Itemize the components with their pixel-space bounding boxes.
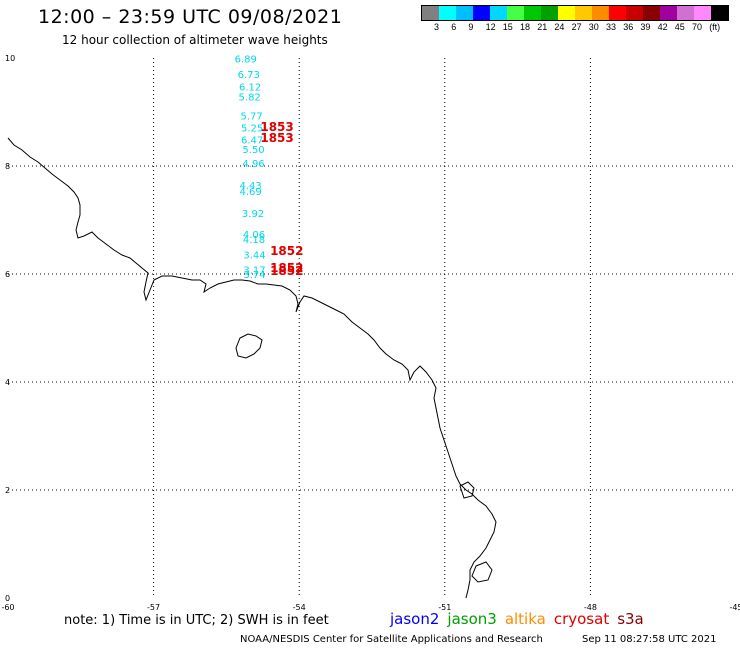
legend-label: 3: [434, 22, 440, 32]
wave-height-value: 6.12: [239, 82, 261, 93]
wave-height-value: 5.77: [240, 112, 262, 123]
legend-swatch: [694, 6, 711, 20]
wave-height-value: 3.92: [242, 209, 264, 220]
wave-height-value: 6.89: [235, 54, 257, 65]
legend-swatch: [507, 6, 524, 20]
x-tick-label: -54: [293, 603, 306, 612]
wave-height-value: 4.96: [242, 159, 264, 170]
y-tick-label: 8: [5, 162, 10, 171]
x-tick-label: -45: [729, 603, 740, 612]
legend-label: 36: [623, 22, 634, 32]
legend-label: 21: [537, 22, 548, 32]
legend-label: 42: [657, 22, 668, 32]
legend-label: 9: [468, 22, 474, 32]
x-tick-label: -48: [584, 603, 597, 612]
legend-swatch: [439, 6, 456, 20]
satellite-name-jason2: jason2: [390, 610, 440, 628]
island-small: [459, 481, 475, 499]
satellite-name-s3a: s3a: [617, 610, 644, 628]
island-south: [471, 561, 493, 583]
legend-swatch: [422, 6, 439, 20]
wave-height-value: 4.69: [240, 187, 262, 198]
legend-label: 39: [640, 22, 651, 32]
wave-height-labels: 6.89 6.736.125.82 5.775.256.475.50 4.96 4.43…: [235, 54, 266, 280]
legend-swatch: [575, 6, 592, 20]
wave-height-value: 5.25: [241, 123, 263, 134]
wave-height-color-legend: [421, 5, 729, 21]
pass-time-label: 1853: [260, 131, 293, 145]
pass-time-label: 1853: [260, 120, 293, 134]
generated-timestamp: Sep 11 08:27:58 UTC 2021: [582, 634, 717, 645]
legend-label: 6: [451, 22, 457, 32]
legend-swatch: [456, 6, 473, 20]
legend-label: (ft): [709, 22, 721, 32]
satellite-name-jason3: jason3: [447, 610, 497, 628]
axis-tick-labels: -60 -57 -54 -51 -48 -45 10 8 6 4 2 0: [1, 54, 740, 612]
satellite-name-altika: altika: [504, 610, 546, 628]
y-tick-label: 4: [5, 378, 10, 387]
legend-label: 24: [554, 22, 565, 32]
island-marajo-like: [235, 333, 263, 359]
legend-swatch: [558, 6, 575, 20]
legend-label: 45: [674, 22, 685, 32]
wave-height-value: 6.47: [241, 135, 263, 146]
wave-height-value: 3.44: [243, 250, 265, 261]
wave-height-value: 3.74: [243, 270, 265, 281]
satellite-name-cryosat: cryosat: [553, 610, 610, 628]
coastline: [7, 137, 497, 599]
legend-label: 12: [485, 22, 496, 32]
wave-height-value: 4.18: [243, 235, 265, 246]
pass-time-label: 1852: [270, 264, 303, 278]
lat-lon-grid: [8, 58, 736, 598]
y-tick-label: 6: [5, 270, 10, 279]
wave-height-value: 4.43: [240, 181, 262, 192]
legend-swatch: [541, 6, 558, 20]
legend-swatch: [660, 6, 677, 20]
y-tick-label: 2: [5, 486, 10, 495]
wave-height-value: 5.82: [239, 93, 261, 104]
y-tick-label: 10: [5, 54, 15, 63]
legend-swatch: [524, 6, 541, 20]
legend-swatch: [711, 6, 728, 20]
legend-swatch: [490, 6, 507, 20]
x-tick-label: -57: [147, 603, 160, 612]
pass-time-label: 1852: [270, 261, 303, 275]
legend-label: 70: [692, 22, 703, 32]
legend-swatch: [677, 6, 694, 20]
map-subtitle: 12 hour collection of altimeter wave hei…: [62, 33, 328, 47]
legend-swatch: [473, 6, 490, 20]
legend-swatch: [592, 6, 609, 20]
legend-label: 30: [588, 22, 599, 32]
pass-time-label: 1852: [270, 244, 303, 258]
legend-swatch: [609, 6, 626, 20]
map-title: 12:00 – 23:59 UTC 09/08/2021: [38, 6, 343, 28]
legend-swatch: [643, 6, 660, 20]
wave-height-value: 6.73: [238, 70, 260, 81]
legend-swatch: [626, 6, 643, 20]
wave-height-value: 4.06: [243, 230, 265, 241]
x-tick-label: -60: [1, 603, 14, 612]
legend-label: 15: [502, 22, 513, 32]
legend-label: 27: [571, 22, 582, 32]
legend-label: 33: [606, 22, 617, 32]
credit-line: NOAA/NESDIS Center for Satellite Applica…: [240, 634, 543, 645]
satellite-legend: jason2 jason3 altika cryosat s3a: [390, 610, 652, 628]
footer-note: note: 1) Time is in UTC; 2) SWH is in fe…: [64, 613, 329, 628]
wave-height-value: 5.50: [242, 145, 264, 156]
x-tick-label: -51: [438, 603, 451, 612]
y-tick-label: 0: [5, 594, 10, 603]
legend-label: 18: [520, 22, 531, 32]
wave-height-value: 3.17: [243, 265, 265, 276]
